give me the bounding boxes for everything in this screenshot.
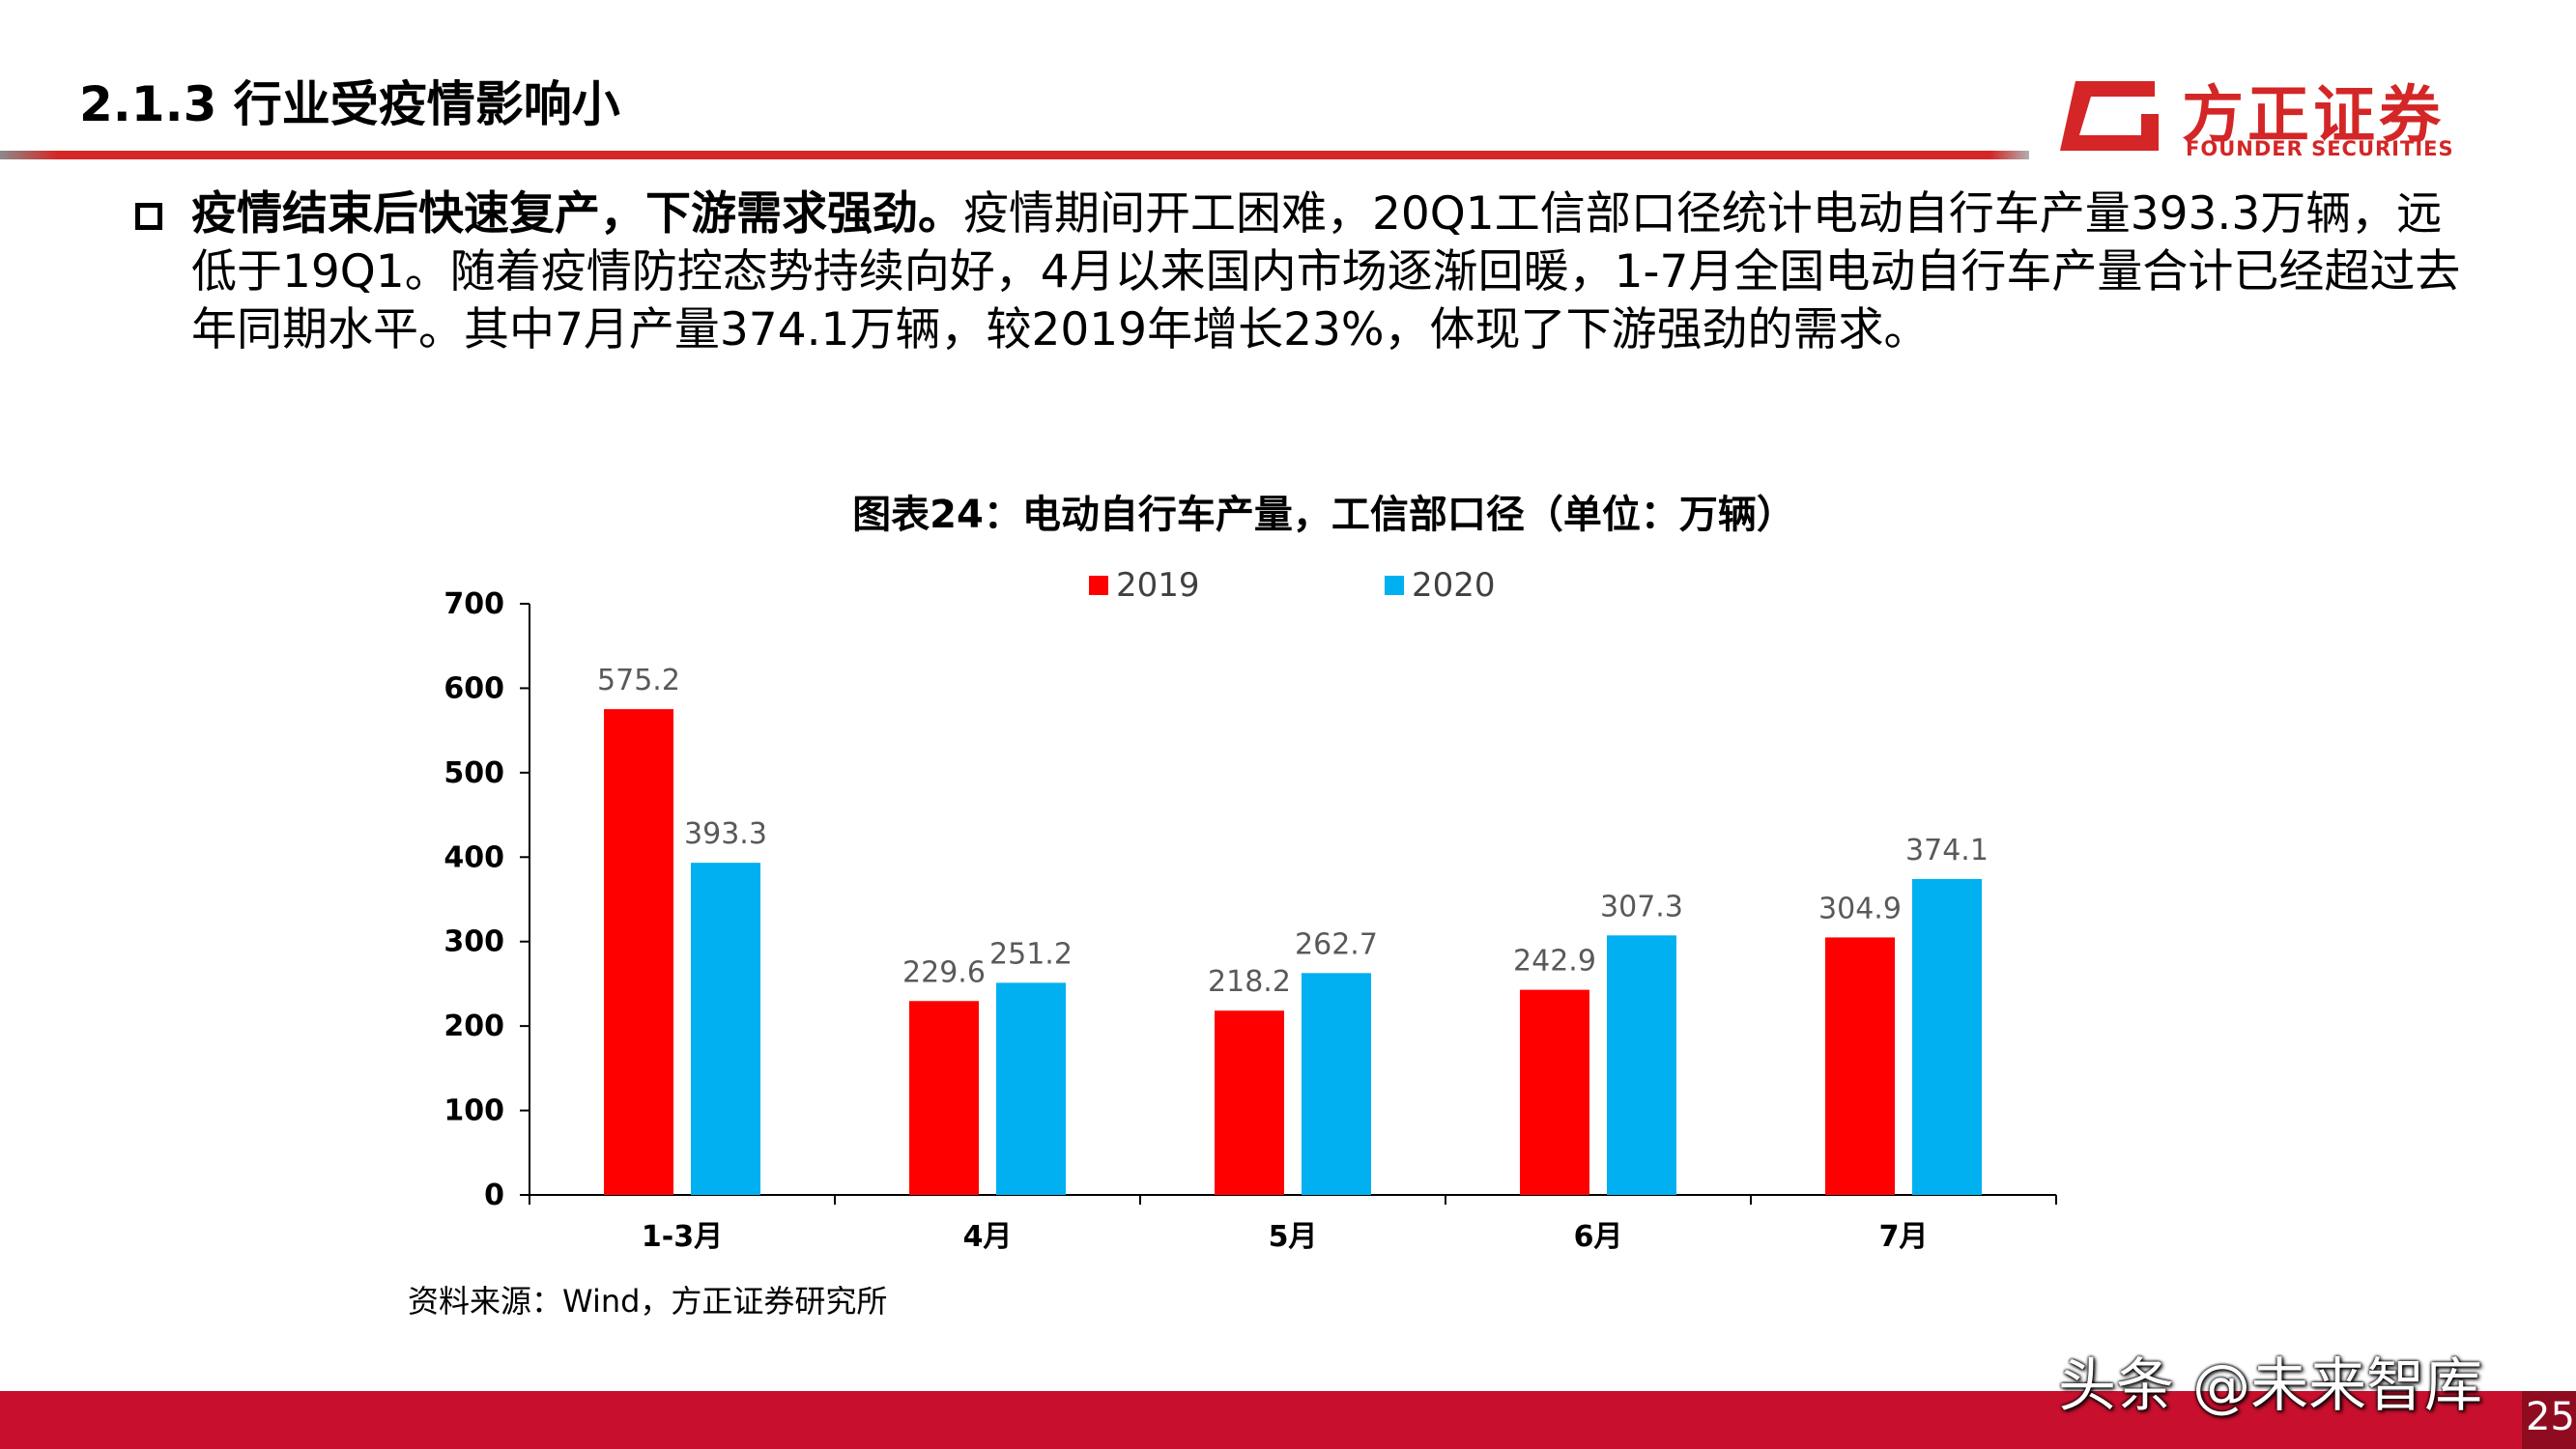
data-label: 393.3	[684, 817, 767, 851]
bar-2020-7月	[1912, 878, 1982, 1195]
logo-text-cn: 方正证券	[2182, 80, 2445, 152]
bar-2019-7月	[1825, 937, 1895, 1195]
data-label: 251.2	[989, 937, 1073, 971]
bullet-bold-lead: 疫情结束后快速复产，下游需求强劲。	[191, 187, 963, 241]
data-label: 262.7	[1295, 927, 1378, 961]
section-title: 2.1.3 行业受疫情影响小	[79, 76, 620, 132]
bar-2020-1-3月	[691, 863, 760, 1195]
y-tick-label: 200	[444, 1009, 504, 1043]
bullet-paragraph: 疫情结束后快速复产，下游需求强劲。疫情期间开工困难，20Q1工信部口径统计电动自…	[191, 185, 2472, 359]
y-tick-label: 600	[444, 671, 504, 705]
data-label: 304.9	[1818, 892, 1902, 925]
x-tick-label: 4月	[963, 1220, 1013, 1254]
bar-2019-4月	[909, 1001, 979, 1195]
y-tick-label: 500	[444, 756, 504, 790]
legend-swatch	[1089, 576, 1108, 595]
title-rule	[0, 151, 2029, 159]
bar-2019-5月	[1215, 1010, 1284, 1195]
y-tick-label: 100	[444, 1094, 504, 1128]
bullet-body-text: 疫情期间开工困难，20Q1工信部口径统计电动自行车产量393.3万辆，远低于19…	[191, 187, 2461, 356]
page-number: 25	[2526, 1395, 2575, 1439]
x-tick-label: 5月	[1269, 1220, 1318, 1254]
founder-logo: 方正证券 FOUNDER SECURITIES	[2058, 70, 2493, 166]
legend-swatch	[1385, 576, 1404, 595]
chart-legend: 2019 2020	[1089, 566, 1496, 605]
data-label: 307.3	[1600, 890, 1683, 923]
legend-label: 2019	[1116, 566, 1200, 605]
chart-axes: 0 100 200 300 400 500 600 700 1-3月 4月 5月 6月 7月	[444, 587, 2057, 1254]
x-tick-label: 7月	[1879, 1220, 1929, 1254]
watermark-text: 头条 @未来智库	[2058, 1352, 2483, 1420]
chart-title: 图表24：电动自行车产量，工信部口径（单位：万辆）	[852, 493, 1795, 537]
data-label: 218.2	[1208, 965, 1291, 999]
bar-2020-6月	[1607, 935, 1676, 1195]
source-note: 资料来源：Wind，方正证券研究所	[408, 1283, 888, 1320]
chart-bars: 575.2 229.6 218.2 242.9 304.9 393.3 251.2 262.7…	[597, 664, 1989, 1195]
x-tick-label: 6月	[1574, 1220, 1623, 1254]
footer-page-box	[2522, 1391, 2576, 1449]
data-label: 229.6	[902, 955, 986, 989]
logo-mark-icon	[2060, 81, 2159, 151]
bar-2019-6月	[1520, 989, 1589, 1195]
logo-text-en: FOUNDER SECURITIES	[2186, 137, 2454, 160]
x-tick-label: 1-3月	[642, 1220, 723, 1254]
bar-2019-1-3月	[604, 709, 673, 1195]
bar-2020-5月	[1302, 973, 1371, 1195]
data-label: 575.2	[597, 664, 680, 697]
data-label: 242.9	[1513, 945, 1596, 979]
data-label: 374.1	[1905, 834, 1989, 867]
bullet-square-icon	[135, 203, 162, 230]
y-tick-label: 0	[484, 1179, 504, 1212]
legend-label: 2020	[1412, 566, 1496, 605]
footer-bar	[0, 1391, 2576, 1449]
bar-2020-4月	[996, 982, 1066, 1195]
y-tick-label: 400	[444, 840, 504, 874]
y-tick-label: 700	[444, 587, 504, 621]
y-tick-label: 300	[444, 925, 504, 959]
